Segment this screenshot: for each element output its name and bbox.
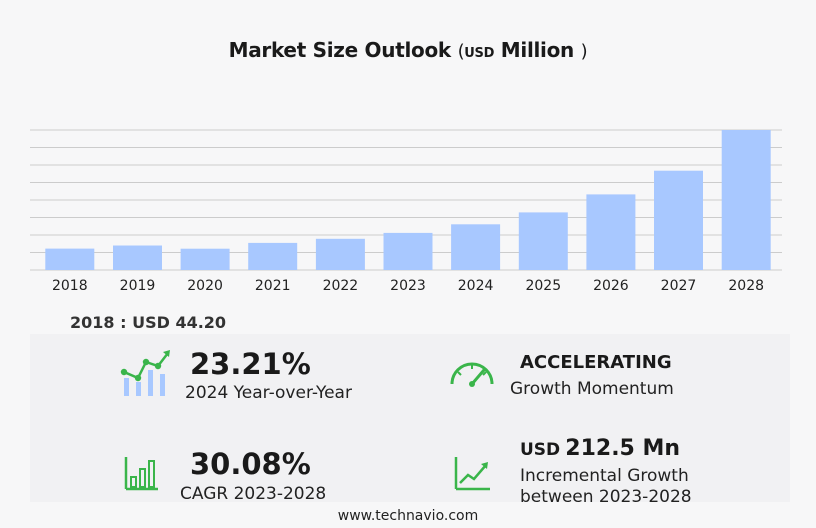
- x-tick-label: 2026: [593, 278, 629, 294]
- bars: [45, 130, 771, 270]
- x-tick-label: 2025: [525, 278, 561, 294]
- base-year-note: 2018 : USD 44.20: [70, 313, 227, 332]
- bar-2028: [721, 130, 771, 270]
- incremental-label-1: Incremental Growth: [520, 466, 689, 486]
- x-tick-label: 2019: [120, 278, 156, 294]
- bar-2018: [45, 248, 95, 270]
- bar-2026: [586, 194, 636, 270]
- momentum-label: Growth Momentum: [510, 379, 674, 399]
- bar-2022: [315, 238, 365, 270]
- speedometer-icon: [450, 362, 494, 387]
- yoy-value: 23.21%: [190, 347, 311, 381]
- incremental-label-2: between 2023-2028: [520, 487, 692, 507]
- x-tick-labels: 2018 2019 2020 2021 2022 2023 2024 2025 2026 2027…: [52, 278, 764, 294]
- bar-2024: [451, 224, 501, 270]
- bar-2023: [383, 232, 433, 270]
- x-tick-label: 2027: [661, 278, 697, 294]
- title-close-paren: ): [580, 41, 588, 62]
- x-tick-label: 2018: [52, 278, 88, 294]
- incremental-currency: USD: [520, 440, 561, 460]
- x-tick-label: 2021: [255, 278, 291, 294]
- x-tick-label: 2023: [390, 278, 426, 294]
- bar-chart-icon: [124, 457, 158, 491]
- line-chart-icon: [454, 457, 490, 491]
- title-unit: USD: [464, 46, 495, 61]
- x-tick-label: 2022: [323, 278, 359, 294]
- cagr-value: 30.08%: [190, 447, 311, 481]
- incremental-value-line: USD 212.5 Mn: [520, 438, 680, 460]
- bar-trend-icon: [120, 350, 170, 396]
- x-tick-label: 2020: [187, 278, 223, 294]
- bar-2027: [654, 170, 703, 270]
- stats-panel: [30, 334, 790, 502]
- x-tick-label: 2024: [458, 278, 494, 294]
- title-open-paren: (: [457, 41, 465, 62]
- cagr-label: CAGR 2023-2028: [180, 484, 327, 504]
- bar-2021: [248, 242, 298, 270]
- x-tick-label: 2028: [728, 278, 764, 294]
- title-main: Market Size Outlook: [228, 38, 452, 62]
- yoy-label: 2024 Year-over-Year: [185, 383, 352, 403]
- incremental-value: 212.5 Mn: [565, 436, 681, 461]
- bar-2025: [518, 212, 568, 270]
- bar-2019: [113, 245, 162, 270]
- footer-url: www.technavio.com: [337, 508, 479, 524]
- bar-chart: 2018 2019 2020 2021 2022 2023 2024 2025 2026 2027…: [30, 129, 782, 294]
- momentum-value: ACCELERATING: [520, 352, 672, 373]
- title-unit-word: Million: [500, 38, 575, 62]
- bar-2020: [180, 248, 230, 270]
- chart-title: Market Size Outlook (USD Million ): [0, 38, 816, 62]
